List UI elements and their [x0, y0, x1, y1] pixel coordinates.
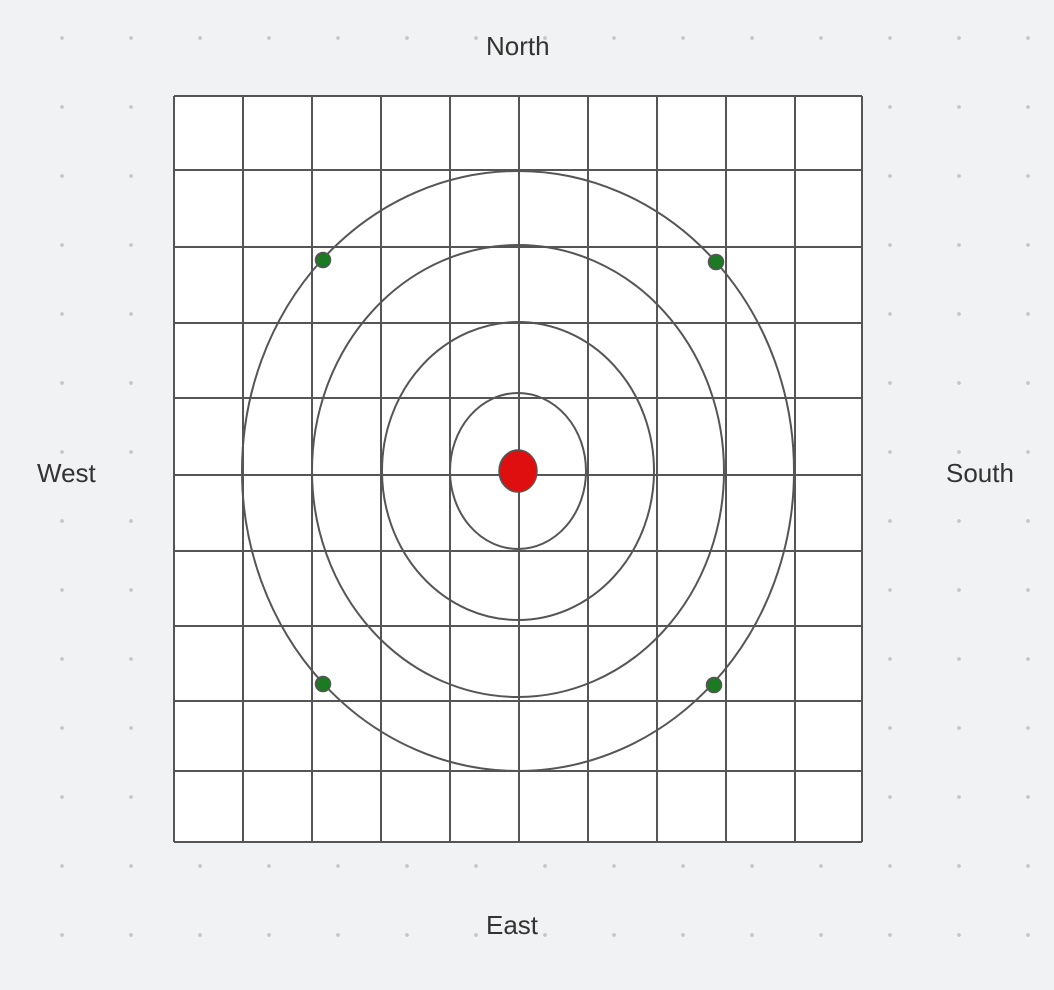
east-label: East: [486, 910, 539, 940]
west-label: West: [37, 458, 96, 488]
ring-3: [311, 244, 725, 698]
point-marker-north-west: [314, 251, 332, 269]
markers: [314, 251, 725, 694]
point-marker-east-west: [314, 675, 332, 693]
center-marker: [498, 449, 538, 493]
ring-4: [241, 170, 795, 772]
ring-2: [381, 321, 655, 621]
north-label: North: [486, 31, 550, 61]
concentric-rings: [241, 170, 795, 772]
ring-1: [449, 392, 587, 550]
point-marker-north-south: [707, 253, 725, 271]
point-marker-east-south: [705, 676, 723, 694]
south-label: South: [946, 458, 1014, 488]
